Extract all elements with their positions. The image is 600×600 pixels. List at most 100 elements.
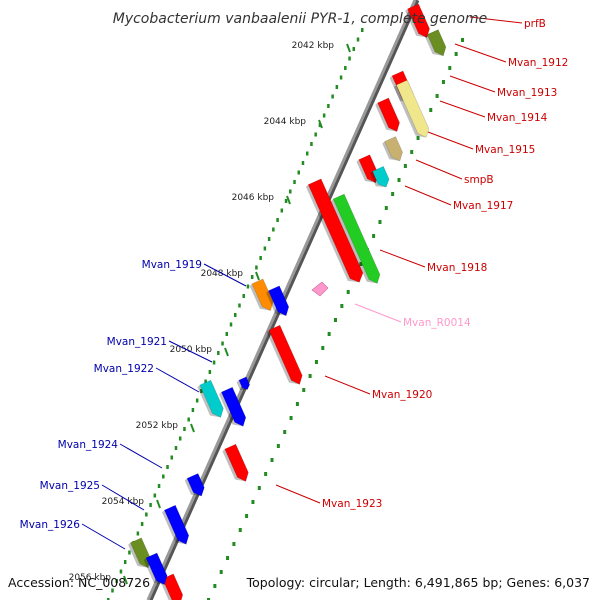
feature-mvan-1921-shade (236, 380, 248, 390)
feature-extra-shade (160, 578, 181, 600)
scale-track: 2042 kbp 2044 kbp 2046 kbp 2048 kbp 2050 kbp… (69, 28, 464, 600)
feature-mvan-1912-body (426, 29, 447, 57)
scale-dot (245, 514, 249, 518)
scale-dot (229, 322, 233, 327)
feature-prfB-shade (405, 8, 427, 38)
label-mvan-1922-leader (155, 367, 200, 393)
scale-dot (242, 294, 245, 298)
feature-mvan-1926-a-shade (128, 542, 149, 568)
label-mvan-1912: Mvan_1912 (508, 57, 568, 69)
scale-dot (226, 556, 230, 560)
scale-dot (115, 579, 118, 583)
label-prfb-leader (469, 16, 523, 24)
label-mvan-1920-leader (324, 375, 371, 395)
scale-dot (361, 28, 364, 32)
scale-dot (212, 360, 216, 365)
scale-dot (397, 178, 401, 182)
label-mvan-1921: Mvan_1921 (107, 336, 167, 348)
feature-mvan-1926-body (145, 552, 168, 586)
scale-dot (356, 37, 360, 42)
scale-dot (276, 218, 279, 222)
feature-prfB (405, 3, 430, 38)
label-mvan-1918: Mvan_1918 (427, 262, 487, 274)
scale-dot (221, 341, 224, 346)
feature-mvan-1915-body (384, 136, 403, 162)
label-smpb: smpB (464, 174, 494, 186)
feature-mvan-1917-body (332, 193, 381, 284)
scale-dot (454, 52, 458, 56)
label-mvan-1914-leader (439, 100, 486, 118)
scale-dot (335, 85, 339, 89)
feature-mvan-1920-shade (266, 330, 300, 385)
label-mvan-1926-leader (81, 523, 126, 550)
scale-label: 2054 kbp (102, 497, 145, 507)
scale-label: 2052 kbp (136, 421, 179, 431)
scale-dot (378, 220, 382, 224)
scale-dot (305, 151, 309, 156)
label-prfb: prfB (524, 18, 546, 30)
scale-dot (200, 389, 203, 393)
scale-dot (334, 318, 337, 322)
scale-dot (348, 56, 351, 61)
feature-mvan-1913-shade (389, 75, 411, 103)
scale-dot (238, 303, 241, 308)
feature-prfB-body (407, 3, 430, 38)
scale-tick (346, 43, 351, 53)
scale-dot (153, 493, 157, 498)
label-mvan-1925-leader (101, 484, 145, 511)
scale-dot (297, 170, 300, 175)
scale-dot (272, 227, 275, 232)
scale-dot (310, 142, 313, 146)
feature-mvan-1923 (222, 443, 249, 482)
scale-dot (314, 132, 317, 137)
feature-mvan-1915-a (375, 97, 400, 132)
scale-dot (429, 108, 433, 112)
scale-label: 2046 kbp (232, 193, 275, 203)
scale-dot (264, 472, 268, 476)
scale-dot (344, 66, 347, 70)
scale-tick (286, 195, 291, 205)
feature-smpB-shade (356, 159, 376, 183)
label-mvan-1920: Mvan_1920 (372, 389, 432, 401)
accession-text: Accession: NC_008726 (8, 575, 150, 590)
feature-mvan-1919-a (249, 278, 274, 312)
feature-mvan-1914 (393, 79, 430, 138)
scale-dot (314, 360, 318, 364)
scale-dot (162, 474, 165, 479)
feature-smpB-b-body (372, 166, 390, 188)
scale-label: 2056 kbp (69, 573, 112, 583)
scale-dot (283, 430, 287, 434)
feature-mvan-1915-a-shade (375, 102, 397, 132)
feature-mvan-1926-a (128, 537, 152, 569)
label-mvan-1922: Mvan_1922 (94, 363, 154, 375)
scale-label: 2048 kbp (201, 269, 244, 279)
scale-dot (352, 47, 356, 51)
label-mvan-1915: Mvan_1915 (475, 144, 535, 156)
scale-dot (327, 104, 330, 108)
feature-smpB-b-shade (370, 171, 387, 188)
label-mvan-1913-leader (449, 75, 496, 93)
scale-dot (267, 237, 271, 241)
scale-dot (217, 351, 220, 355)
feature-mvan-1917 (330, 193, 381, 284)
scale-dot (111, 588, 114, 593)
scale-dot (346, 290, 350, 294)
scale-dot (157, 484, 161, 488)
feature-mvan-1925-shade (162, 510, 187, 545)
scale-dot (416, 136, 420, 140)
scale-dot (145, 512, 148, 517)
feature-mvan-1915-shade (382, 141, 400, 161)
scale-dot (340, 304, 344, 308)
scale-dot (308, 374, 312, 378)
label-smpb-leader (415, 159, 463, 180)
feature-smpB-b (370, 166, 390, 188)
scale-dot (174, 446, 178, 450)
scale-dot (250, 275, 254, 279)
scale-dot (448, 66, 452, 70)
scale-dot (403, 164, 407, 168)
feature-mvan-1921-body (238, 376, 250, 390)
feature-mvan-1918-body (307, 178, 364, 283)
scale-dot (166, 465, 169, 469)
label-mvan-1923: Mvan_1923 (322, 498, 382, 510)
